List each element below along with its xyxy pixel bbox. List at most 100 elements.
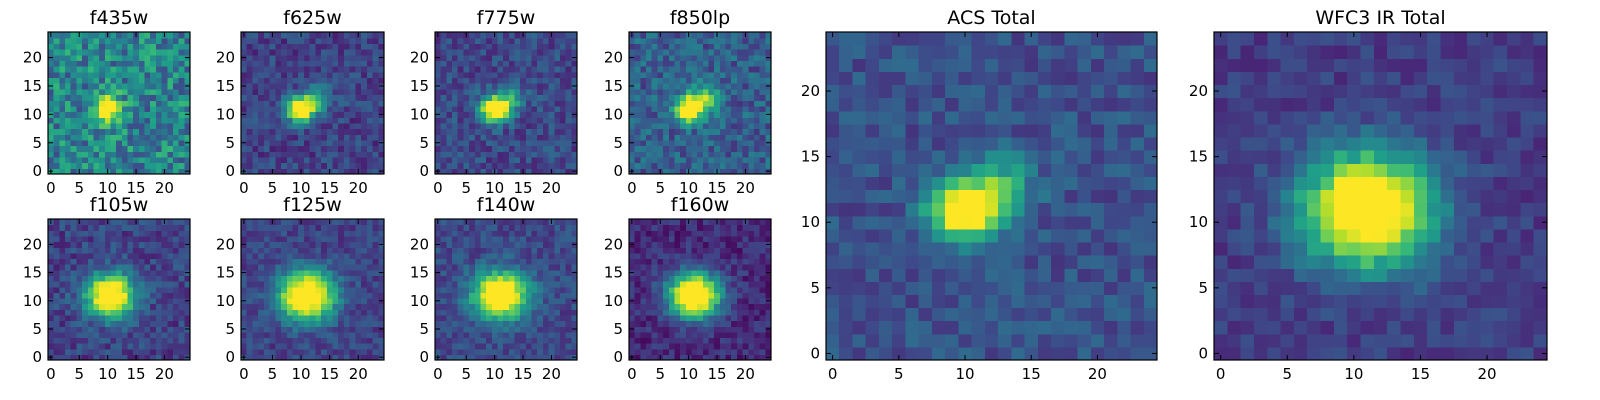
heatmap-cell [452,162,459,169]
heatmap-cell [87,252,95,260]
heatmap-cell [537,275,544,282]
heatmap-cell [110,224,117,231]
heatmap-cell [133,247,140,254]
heatmap-cell [663,83,670,90]
heatmap-cell [508,43,516,50]
heatmap-cell [258,145,265,152]
heatmap-cell [565,297,572,305]
heatmap-cell [571,88,578,96]
heatmap-cell [167,343,174,350]
heatmap-cell [731,77,738,84]
heatmap-cell [646,354,653,361]
heatmap-cell [161,320,168,327]
heatmap-cell [258,275,265,282]
heatmap-cell [548,235,555,243]
heatmap-cell [303,320,311,327]
heatmap-cell [48,348,55,355]
heatmap-cell [127,354,134,361]
x-tick-label: 0 [433,365,443,383]
heatmap-cell [292,241,299,248]
heatmap-cell [469,348,476,355]
heatmap-cell [275,297,282,305]
heatmap-cell [82,219,89,226]
heatmap-cell [275,314,282,322]
heatmap-cell [361,168,368,175]
heatmap-cell [525,348,533,355]
heatmap-cell [161,139,168,147]
heatmap-cell [298,77,305,84]
heatmap-cell [372,71,379,79]
heatmap-cell [646,77,653,84]
heatmap-cell [343,66,351,73]
heatmap-cell [315,354,322,361]
heatmap-cell [161,297,168,305]
heatmap-cell [634,269,641,276]
heatmap-cell [258,252,265,260]
heatmap-cell [491,54,499,61]
heatmap-cell [127,145,134,152]
heatmap-cell [469,37,476,44]
heatmap-cell [446,224,453,231]
heatmap-cell [309,314,316,322]
heatmap-cell [281,269,288,276]
heatmap-cell [685,156,693,164]
heatmap-cell [691,326,698,333]
heatmap-cell [93,60,100,67]
heatmap-cell [651,117,658,124]
heatmap-cell [435,247,442,254]
heatmap-cell [537,83,544,90]
heatmap-cell [82,269,89,276]
heatmap-cell [298,292,305,299]
heatmap-cell [338,348,345,355]
heatmap-cell [685,348,693,355]
heatmap-cell [281,168,288,175]
heatmap-cell [474,122,482,130]
heatmap-cell [138,269,146,276]
heatmap-cell [702,303,710,310]
heatmap-cell [343,337,351,344]
heatmap-cell [674,156,681,164]
heatmap-cell [531,286,538,293]
heatmap-cell [435,156,442,164]
heatmap-cell [104,286,112,293]
heatmap-cell [286,219,294,226]
heatmap-cell [70,258,77,265]
heatmap-cell [685,66,693,73]
heatmap-cell [457,252,464,260]
heatmap-cell [514,241,521,248]
heatmap-cell [93,156,100,164]
heatmap-cell [759,156,766,164]
heatmap-cell [697,54,704,61]
heatmap-cell [161,122,168,130]
heatmap-cell [668,281,676,288]
heatmap-cell [651,37,658,44]
heatmap-cell [525,100,533,107]
heatmap-cell [343,354,351,361]
heatmap-cell [480,297,487,305]
heatmap-cell [565,303,572,310]
heatmap-cell [53,326,60,333]
heatmap-cell [110,100,117,107]
heatmap-cell [281,54,288,61]
heatmap-cell [531,354,538,361]
heatmap-cell [298,71,305,79]
heatmap-cell [76,292,83,299]
heatmap-cell [725,32,732,39]
heatmap-cell [167,105,174,113]
heatmap-cell [309,60,316,67]
heatmap-cell [258,269,265,276]
heatmap-cell [286,281,294,288]
heatmap-cell [497,247,504,254]
heatmap-cell [53,297,60,305]
heatmap-cell [378,286,385,293]
heatmap-cell [554,71,561,79]
y-tick-label: 10 [216,292,235,310]
heatmap-cell [759,128,766,135]
heatmap-cell [651,83,658,90]
heatmap-cell [133,134,140,141]
heatmap-cell [338,145,345,152]
heatmap-cell [127,71,134,79]
heatmap-cell [565,49,572,56]
heatmap-cell [76,134,83,141]
heatmap-cell [565,224,572,231]
